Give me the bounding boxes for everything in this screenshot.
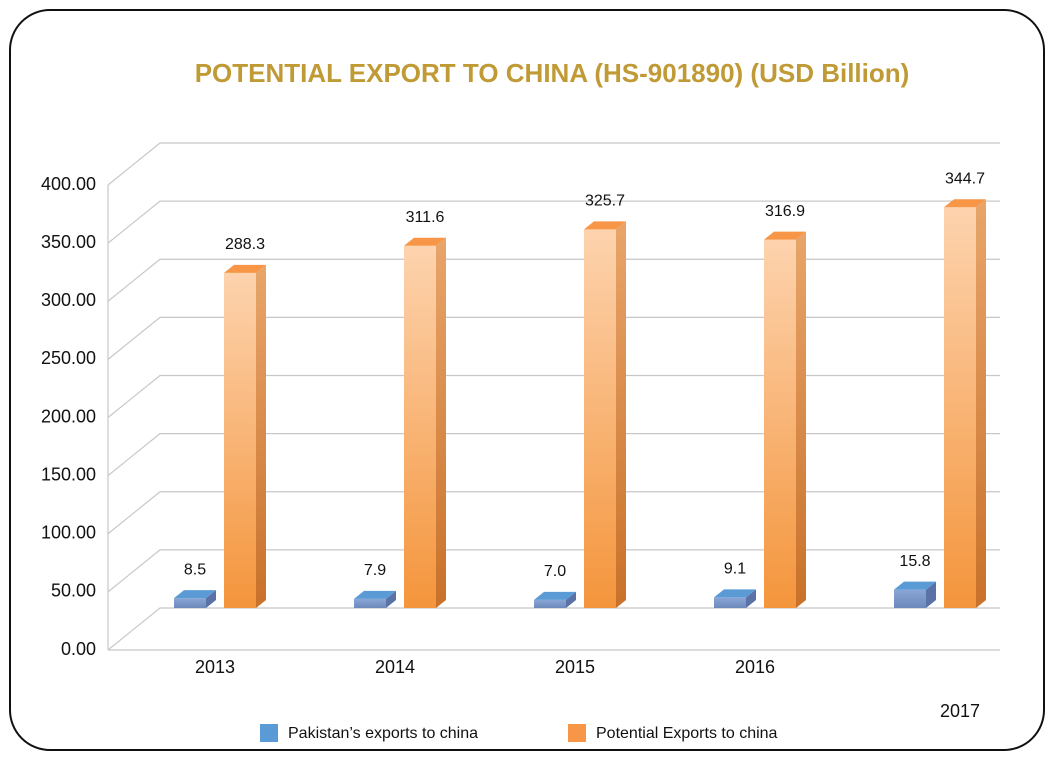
grid-line [107,258,1000,302]
legend-label: Potential Exports to china [596,725,778,742]
grid-line [107,549,1000,593]
bar-side [436,237,446,608]
bar-side [206,590,216,608]
value-label: 344.7 [945,171,985,188]
bar [764,239,796,608]
bar [534,599,566,608]
bar-side [976,199,986,608]
legend-swatch [568,724,586,742]
y-tick-label: 100.00 [41,523,96,543]
legend-label: Pakistan’s exports to china [288,725,478,742]
x-tick-label: 2016 [735,657,775,677]
grid-line [107,316,1000,360]
chart-title: POTENTIAL EXPORT TO CHINA (HS-901890) (U… [195,58,910,88]
y-tick-label: 300.00 [41,290,96,310]
bar [404,245,436,608]
x-tick-label: 2013 [195,657,235,677]
value-label: 7.0 [544,563,566,580]
y-tick-label: 150.00 [41,464,96,484]
bar-top [534,591,576,600]
y-tick-label: 250.00 [41,348,96,368]
bar-side [926,581,936,608]
x-tick-label: 2014 [375,657,415,677]
bar-top [354,590,396,599]
bar-top [764,231,806,240]
grid-line [107,200,1000,244]
bar-top [944,199,986,208]
bar-top [714,589,756,598]
bar-side [256,264,266,608]
bar [714,597,746,608]
x-tick-label: 2015 [555,657,595,677]
legend-swatch [260,724,278,742]
bar [174,598,206,608]
value-label: 9.1 [724,561,746,578]
value-label: 8.5 [184,561,206,578]
value-label: 311.6 [406,209,445,226]
grid-line [107,142,1000,186]
plot: 0.00 50.00 100.00 150.00 200.00 250.00 300.00 3… [41,142,1000,742]
grid-line [107,433,1000,477]
value-label: 288.3 [225,236,265,253]
bar-top [174,590,216,599]
bar [584,229,616,608]
bar-top [224,264,266,273]
bar-top [894,581,936,590]
bar-top [404,237,446,246]
bar [894,589,926,608]
bar-side [386,590,396,608]
x-tick-label: 2017 [940,701,980,721]
y-tick-label: 350.00 [41,232,96,252]
y-tick-label: 0.00 [61,639,96,659]
bar-side [616,221,626,608]
value-label: 316.9 [765,203,805,220]
y-tick-label: 400.00 [41,174,96,194]
frame [9,9,1045,751]
value-label: 15.8 [899,553,930,570]
bar [224,272,256,608]
y-tick-label: 200.00 [41,406,96,426]
grid-line [107,374,1000,418]
bar-side [566,591,576,608]
bar-side [796,231,806,608]
bar-top [584,221,626,230]
value-label: 7.9 [364,562,386,579]
y-tick-label: 50.00 [51,581,96,601]
bar-side [746,589,756,608]
bar [944,207,976,608]
bar [354,598,386,608]
grid-line [107,491,1000,535]
value-label: 325.7 [585,193,625,210]
